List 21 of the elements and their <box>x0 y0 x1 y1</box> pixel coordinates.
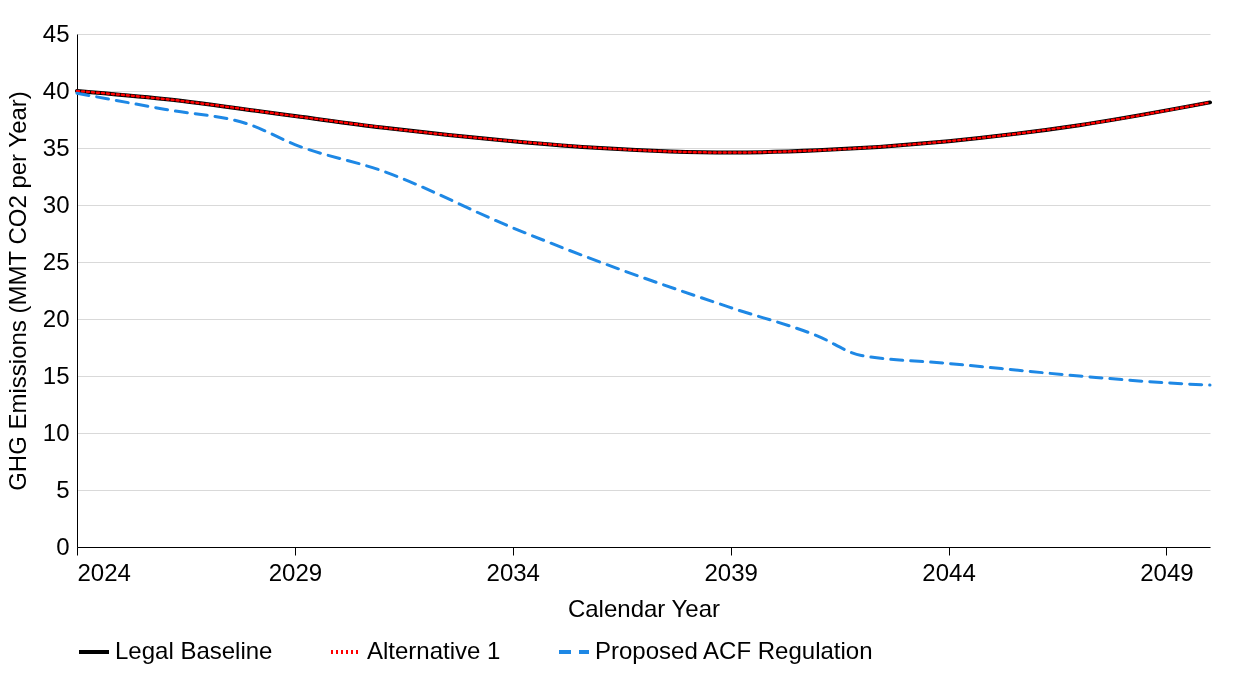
x-tick-label: 2044 <box>922 558 976 586</box>
y-tick-label: 15 <box>42 361 70 389</box>
y-tick-label: 40 <box>42 76 70 104</box>
y-tick-label: 45 <box>42 19 70 47</box>
y-tick-label: 10 <box>42 418 70 446</box>
y-axis-title: GHG Emissions (MMT CO2 per Year) <box>3 91 31 491</box>
legend-label: Alternative 1 <box>367 637 501 664</box>
x-tick-label: 2029 <box>268 558 323 586</box>
y-tick-label: 25 <box>42 247 70 275</box>
x-axis-title: Calendar Year <box>567 594 721 622</box>
y-tick-label: 30 <box>42 190 70 218</box>
y-tick-label: 35 <box>42 133 70 161</box>
x-tick-label: 2039 <box>704 558 758 586</box>
y-tick-label: 0 <box>56 532 70 560</box>
legend-label: Proposed ACF Regulation <box>595 637 873 664</box>
legend-label: Legal Baseline <box>115 637 273 664</box>
y-tick-label: 20 <box>42 304 70 332</box>
x-tick-label: 2024 <box>77 558 131 586</box>
y-tick-label: 5 <box>56 475 70 503</box>
x-tick-label: 2049 <box>1140 558 1194 586</box>
x-tick-label: 2034 <box>486 558 540 586</box>
